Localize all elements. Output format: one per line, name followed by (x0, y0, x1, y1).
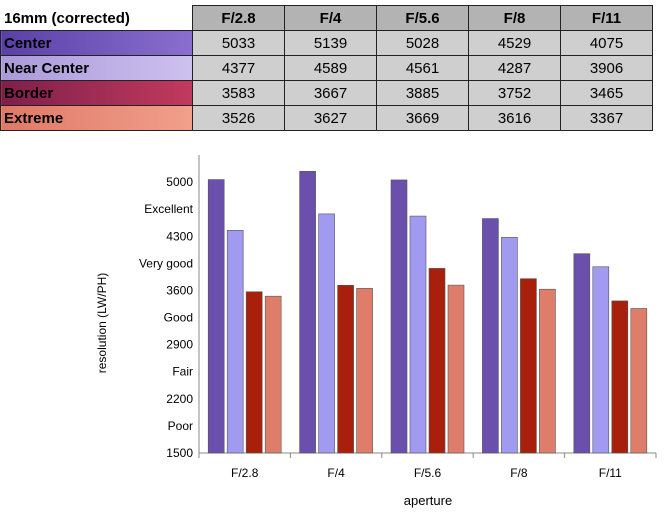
bar (409, 215, 427, 454)
table-cell: 4529 (468, 30, 561, 56)
bar (299, 171, 316, 454)
table-cell: 3367 (560, 105, 653, 131)
table-cell: 3669 (376, 105, 469, 131)
table-cell: 4377 (192, 55, 285, 81)
bar (611, 300, 629, 454)
quality-label: Very good (139, 256, 193, 270)
quality-label: Good (164, 311, 193, 325)
bar (337, 284, 354, 454)
x-tick-label: F/8 (510, 466, 528, 480)
table-cell: 3465 (560, 80, 653, 106)
bar (318, 213, 335, 454)
x-tick-label: F/5.6 (414, 466, 442, 480)
table-cell: 3616 (468, 105, 561, 131)
column-header: F/2.8 (192, 5, 285, 31)
x-tick-label: F/11 (599, 466, 622, 480)
column-header: F/11 (560, 5, 653, 31)
table-cell: 3526 (192, 105, 285, 131)
table-cell: 3627 (284, 105, 377, 131)
plot-area: 1500 2200 2900 3600 4300 5000 Poor Fair Good Very… (139, 155, 657, 480)
table-cell: 4589 (284, 55, 377, 81)
table-cell: 3667 (284, 80, 377, 106)
table-cell: 3752 (468, 80, 561, 106)
table-row: Border 3583 3667 3885 3752 3465 (0, 80, 653, 106)
table-header-row: 16mm (corrected) F/2.8 F/4 F/5.6 F/8 F/1… (0, 5, 653, 31)
bar (428, 268, 446, 454)
y-tick-label: 1500 (166, 446, 193, 460)
bar (573, 253, 591, 454)
bar (390, 179, 408, 454)
table-cell: 4287 (468, 55, 561, 81)
y-tick-label: 4300 (166, 229, 193, 243)
quality-label: Excellent (144, 202, 193, 216)
bar (539, 288, 556, 454)
row-label-near-center: Near Center (0, 55, 193, 81)
bar (207, 179, 225, 454)
bar (264, 295, 282, 454)
quality-label: Fair (172, 365, 193, 379)
y-tick-label: 2900 (166, 338, 193, 352)
bar (226, 230, 244, 454)
bar (520, 278, 537, 454)
column-header: F/5.6 (376, 5, 469, 31)
table-cell: 4075 (560, 30, 653, 56)
resolution-bar-chart: 1500 2200 2900 3600 4300 5000 Poor Fair Good Very… (95, 155, 657, 508)
bar (592, 266, 610, 454)
resolution-table: 16mm (corrected) F/2.8 F/4 F/5.6 F/8 F/1… (0, 5, 653, 131)
table-cell: 5033 (192, 30, 285, 56)
table-cell: 3906 (560, 55, 653, 81)
y-tick-label: 2200 (166, 392, 193, 406)
bar (356, 288, 373, 454)
bar (245, 291, 263, 454)
table-row: Center 5033 5139 5028 4529 4075 (0, 30, 653, 56)
x-tick-label: F/2.8 (231, 466, 259, 480)
table-cell: 3885 (376, 80, 469, 106)
y-tick-label: 3600 (166, 283, 193, 297)
y-axis-label: resolution (LW/PH) (95, 273, 109, 373)
table-cell: 4561 (376, 55, 469, 81)
table-cell: 5139 (284, 30, 377, 56)
table-title: 16mm (corrected) (0, 5, 193, 31)
column-header: F/4 (284, 5, 377, 31)
table-row: Near Center 4377 4589 4561 4287 3906 (0, 55, 653, 81)
x-tick-label: F/4 (327, 466, 345, 480)
quality-label: Poor (168, 419, 193, 433)
row-label-center: Center (0, 30, 193, 56)
table-row: Extreme 3526 3627 3669 3616 3367 (0, 105, 653, 131)
bar (501, 236, 518, 454)
bar (630, 308, 648, 454)
bar (482, 218, 499, 454)
x-axis-label: aperture (404, 493, 452, 508)
column-header: F/8 (468, 5, 561, 31)
table-cell: 3583 (192, 80, 285, 106)
bar (447, 284, 465, 454)
y-tick-label: 5000 (166, 175, 193, 189)
table-cell: 5028 (376, 30, 469, 56)
row-label-extreme: Extreme (0, 105, 193, 131)
row-label-border: Border (0, 80, 193, 106)
